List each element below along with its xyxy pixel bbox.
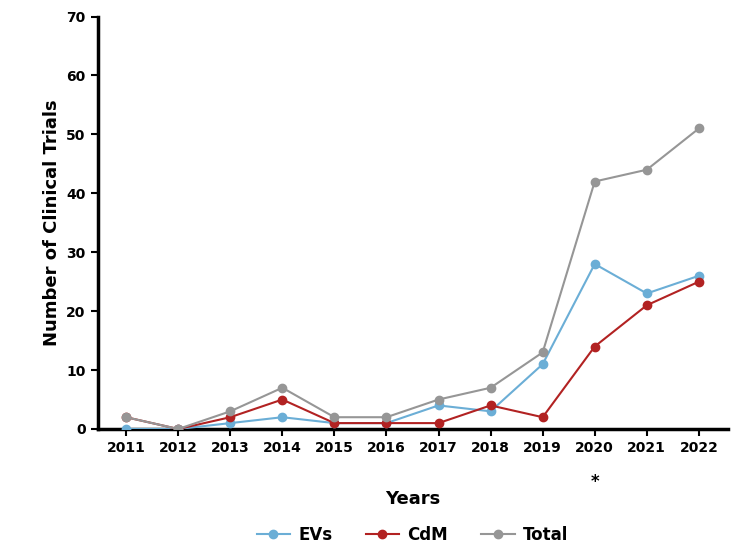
Text: *: *	[590, 474, 599, 492]
CdM	[226, 414, 235, 421]
Total	[122, 414, 130, 421]
Legend: EVs, CdM, Total: EVs, CdM, Total	[250, 520, 575, 550]
EVs	[590, 261, 599, 267]
EVs	[486, 408, 495, 415]
X-axis label: Years: Years	[385, 490, 440, 508]
CdM	[382, 420, 391, 426]
CdM	[278, 396, 286, 403]
CdM	[434, 420, 443, 426]
EVs	[278, 414, 286, 421]
Total	[590, 178, 599, 185]
Total	[694, 125, 703, 132]
CdM	[694, 278, 703, 285]
Line: CdM: CdM	[122, 278, 703, 433]
EVs	[330, 420, 339, 426]
CdM	[174, 426, 183, 432]
CdM	[486, 402, 495, 409]
CdM	[590, 343, 599, 350]
CdM	[538, 414, 548, 421]
Total	[330, 414, 339, 421]
CdM	[122, 414, 130, 421]
Total	[226, 408, 235, 415]
EVs	[434, 402, 443, 409]
EVs	[122, 426, 130, 432]
CdM	[330, 420, 339, 426]
Total	[434, 396, 443, 403]
Total	[278, 384, 286, 391]
Total	[382, 414, 391, 421]
EVs	[382, 420, 391, 426]
Total	[486, 384, 495, 391]
Total	[642, 167, 651, 173]
Y-axis label: Number of Clinical Trials: Number of Clinical Trials	[43, 100, 61, 346]
Line: EVs: EVs	[122, 260, 703, 433]
EVs	[226, 420, 235, 426]
EVs	[174, 426, 183, 432]
EVs	[642, 290, 651, 297]
Total	[174, 426, 183, 432]
Line: Total: Total	[122, 124, 703, 433]
EVs	[694, 272, 703, 279]
Total	[538, 349, 548, 356]
CdM	[642, 302, 651, 309]
EVs	[538, 361, 548, 367]
